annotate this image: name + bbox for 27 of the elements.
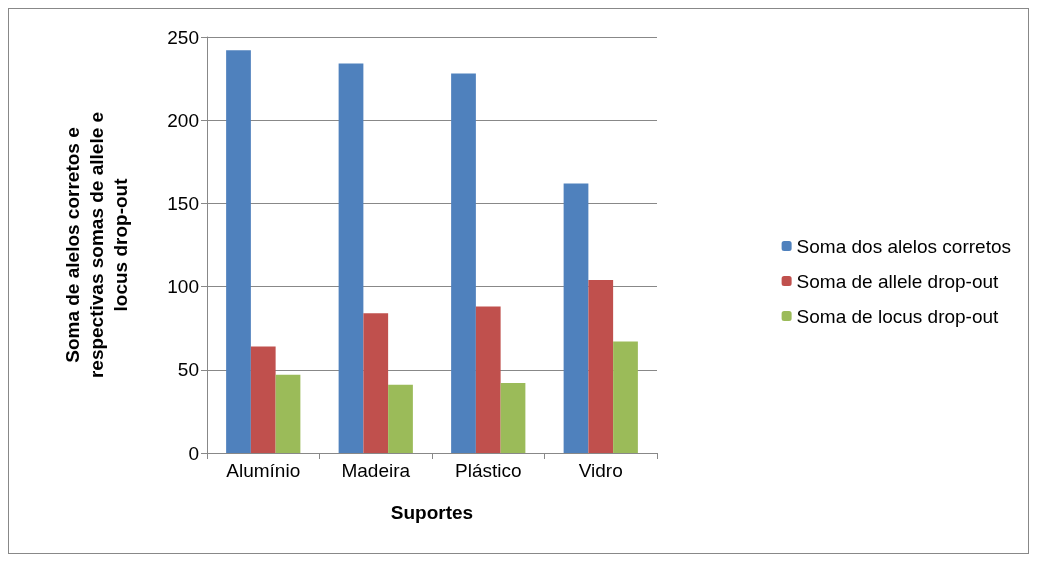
legend-label: Soma dos alelos corretos (796, 235, 1012, 257)
x-tick-label: Madeira (341, 460, 411, 481)
bar (250, 346, 276, 453)
bar (388, 384, 413, 453)
x-tick-label: Vidro (578, 460, 623, 481)
y-tick-label: 50 (177, 359, 199, 381)
bar (275, 374, 301, 453)
y-tick-label: 200 (167, 109, 199, 131)
bar (588, 279, 614, 453)
bar (226, 50, 251, 453)
y-tick-label: 150 (167, 192, 199, 214)
legend-label: Soma de allele drop-out (796, 270, 1000, 292)
x-tick-label: Alumínio (226, 460, 301, 481)
bar (363, 313, 389, 453)
bar (475, 306, 501, 453)
bar (451, 73, 476, 453)
bar (613, 341, 638, 453)
bar (563, 183, 589, 453)
legend-label: Soma de locus drop-out (796, 305, 1000, 327)
y-axis-title: Soma de alelos corretos e respectivas somas de allele e locus drop-out (61, 111, 131, 379)
y-tick-label: 100 (167, 276, 199, 298)
bar (500, 383, 526, 453)
y-tick-label: 250 (167, 26, 199, 48)
bar (338, 63, 364, 453)
x-axis-title: Suportes (390, 502, 474, 523)
y-tick-label: 0 (188, 442, 199, 464)
x-tick-label: Plástico (454, 460, 522, 481)
